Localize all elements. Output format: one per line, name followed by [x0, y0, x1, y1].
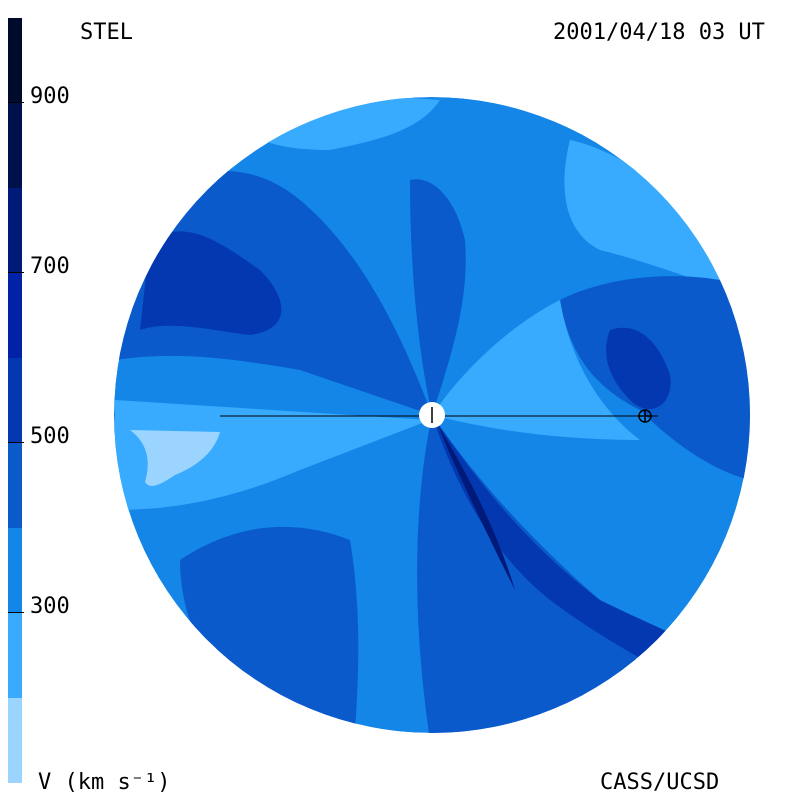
region-upper-right-light [564, 140, 750, 300]
sun-symbol [419, 402, 445, 428]
colorbar-tick-900 [8, 102, 24, 103]
velocity-units-label: V (km s⁻¹) [38, 770, 171, 795]
region-right-darker [606, 327, 671, 410]
colorbar-bin-2 [8, 103, 22, 188]
colorbar-bin-8 [8, 613, 22, 698]
colorbar-tick-label-700: 700 [30, 254, 70, 279]
region-upper-center-streak [410, 179, 466, 415]
colorbar-bin-6 [8, 443, 22, 528]
region-upper-left-darker [140, 231, 282, 335]
region-center-light-wedge [432, 300, 640, 440]
title-stel: STEL [80, 20, 133, 45]
earth-symbol [638, 409, 652, 423]
region-lower-streak [438, 425, 515, 590]
colorbar-tick-700 [8, 272, 24, 273]
region-left-light [115, 400, 430, 510]
colorbar-tick-label-500: 500 [30, 424, 70, 449]
colorbar-bin-3 [8, 188, 22, 273]
colorbar-bin-1 [8, 18, 22, 103]
colorbar-tick-500 [8, 442, 24, 443]
region-lower-left-band [180, 526, 359, 730]
colorbar-bin-5 [8, 358, 22, 443]
colorbar-tick-label-900: 900 [30, 84, 70, 109]
colorbar-bin-9 [8, 698, 22, 783]
velocity-colorbar [8, 18, 22, 783]
colorbar-bin-7 [8, 528, 22, 613]
velocity-disc [114, 97, 750, 733]
colorbar-tick-label-300: 300 [30, 594, 70, 619]
credit-label: CASS/UCSD [600, 770, 720, 795]
timestamp: 2001/04/18 03 UT [553, 20, 765, 45]
region-left-lightest [130, 430, 220, 486]
colorbar-tick-300 [8, 612, 24, 613]
colorbar-bin-4 [8, 273, 22, 358]
